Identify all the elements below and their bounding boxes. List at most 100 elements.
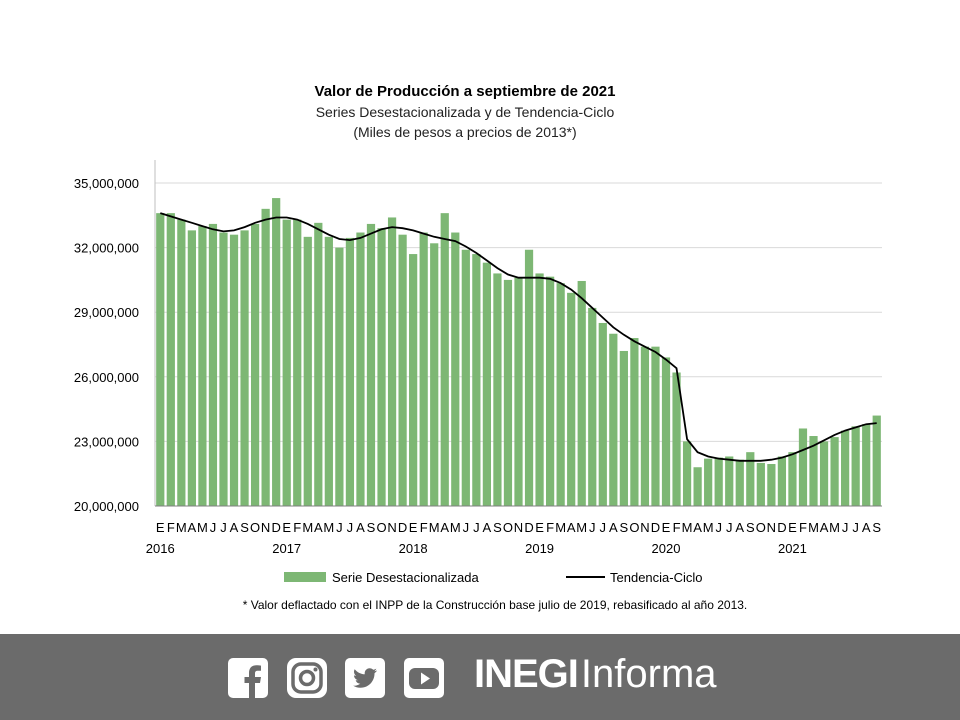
bar <box>440 213 449 506</box>
brand-inegi: INEGI <box>474 652 579 696</box>
chart-title: Valor de Producción a septiembre de 2021 <box>315 83 616 100</box>
bar <box>303 236 312 507</box>
x-tick-month: M <box>829 520 840 535</box>
x-tick-month: E <box>409 520 418 535</box>
bar <box>366 223 376 506</box>
x-tick-month: S <box>746 520 755 535</box>
x-tick-year: 2019 <box>525 541 554 556</box>
facebook-icon[interactable] <box>228 658 268 698</box>
bar <box>356 232 365 506</box>
bar <box>503 279 513 506</box>
x-tick-month: M <box>302 520 313 535</box>
x-tick-month: M <box>576 520 587 535</box>
x-tick-month: N <box>261 520 270 535</box>
bar <box>798 428 808 506</box>
bar <box>451 232 460 506</box>
instagram-icon[interactable] <box>287 658 327 698</box>
x-tick-month: S <box>620 520 629 535</box>
x-tick-month: M <box>450 520 461 535</box>
bar <box>282 219 291 506</box>
y-tick-label: 35,000,000 <box>74 176 139 191</box>
x-tick-month: M <box>176 520 187 535</box>
axes <box>154 160 882 507</box>
bar <box>693 467 702 506</box>
bar <box>198 226 207 507</box>
x-tick-month: E <box>282 520 291 535</box>
x-tick-month: F <box>167 520 175 535</box>
bar <box>746 452 755 506</box>
x-tick-month: M <box>682 520 693 535</box>
x-tick-month: O <box>503 520 513 535</box>
bar <box>524 249 534 506</box>
x-tick-month: E <box>156 520 165 535</box>
bar <box>619 350 628 506</box>
bar <box>208 223 218 506</box>
bar <box>409 254 418 506</box>
bar <box>229 234 239 506</box>
twitter-icon[interactable] <box>345 658 385 698</box>
x-tick-month: J <box>842 520 849 535</box>
bar <box>250 223 260 506</box>
brand-informa: Informa <box>580 652 717 696</box>
bar <box>819 441 829 506</box>
bar <box>609 333 618 506</box>
bar <box>556 283 565 506</box>
bar <box>661 357 671 506</box>
x-tick-month: J <box>589 520 596 535</box>
x-tick-month: A <box>862 520 871 535</box>
bar <box>714 457 723 506</box>
x-tick-month: F <box>546 520 554 535</box>
x-tick-month: A <box>440 520 449 535</box>
bar <box>535 273 544 506</box>
bar <box>272 198 281 506</box>
bar <box>788 452 797 506</box>
chart-subtitle-units: (Miles de pesos a precios de 2013*) <box>353 124 576 140</box>
bar <box>219 232 228 506</box>
legend-label-bars: Serie Desestacionalizada <box>332 570 479 585</box>
bar <box>335 247 344 506</box>
youtube-icon[interactable] <box>404 658 444 698</box>
x-tick-month: M <box>197 520 208 535</box>
x-tick-month: D <box>271 520 280 535</box>
bar <box>640 346 650 506</box>
x-tick-month: N <box>514 520 523 535</box>
x-tick-month: D <box>777 520 786 535</box>
bar <box>166 213 175 506</box>
y-tick-label: 20,000,000 <box>74 499 139 514</box>
y-tick-label: 32,000,000 <box>74 241 139 256</box>
bar <box>430 243 439 506</box>
x-tick-month: D <box>398 520 407 535</box>
x-tick-month: J <box>220 520 227 535</box>
bar <box>704 458 713 506</box>
x-tick-month: J <box>600 520 607 535</box>
x-tick-month: J <box>336 520 343 535</box>
x-tick-month: A <box>314 520 323 535</box>
x-tick-month: A <box>483 520 492 535</box>
x-tick-month: J <box>726 520 733 535</box>
bar <box>809 436 818 506</box>
bar <box>514 277 523 506</box>
x-tick-month: D <box>651 520 660 535</box>
bar <box>735 459 744 506</box>
bar <box>851 426 860 506</box>
bar <box>630 338 639 506</box>
x-tick-month: A <box>735 520 744 535</box>
x-tick-month: J <box>852 520 859 535</box>
x-tick-month: F <box>673 520 681 535</box>
bar <box>482 262 492 506</box>
x-tick-month: J <box>210 520 217 535</box>
chart-subtitle: Series Desestacionalizada y de Tendencia… <box>316 104 615 120</box>
inegi-informa-logo[interactable]: INEGI Informa <box>474 652 717 702</box>
bar <box>872 415 881 506</box>
x-tick-month: A <box>609 520 618 535</box>
x-tick-month: N <box>640 520 649 535</box>
x-tick-month: A <box>356 520 365 535</box>
x-tick-month: E <box>788 520 797 535</box>
y-tick-label: 29,000,000 <box>74 305 139 320</box>
x-tick-month: E <box>535 520 544 535</box>
x-tick-year: 2018 <box>399 541 428 556</box>
x-tick-year: 2016 <box>146 541 175 556</box>
bar <box>314 222 323 506</box>
bar <box>240 230 249 506</box>
x-tick-month: O <box>250 520 260 535</box>
